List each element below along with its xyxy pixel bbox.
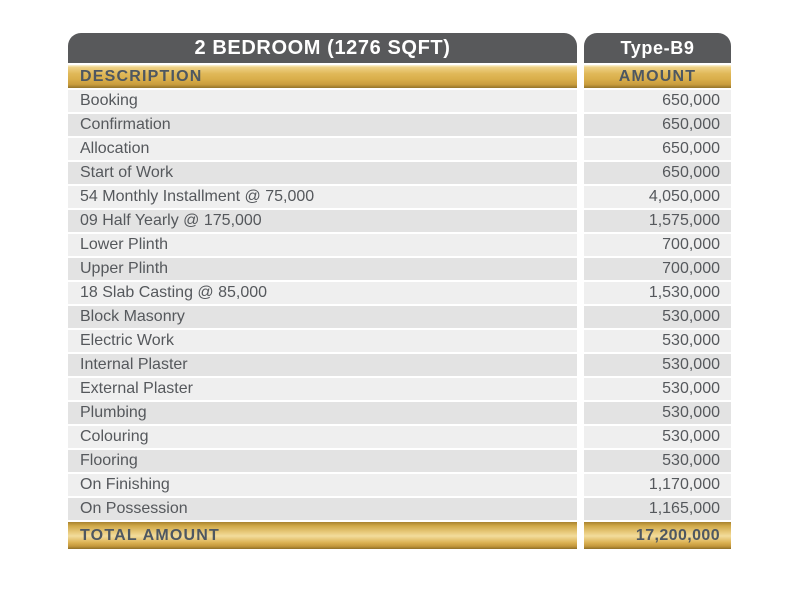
- row-amount: 1,170,000: [584, 474, 731, 496]
- row-description: Flooring: [68, 450, 577, 472]
- row-description: 54 Monthly Installment @ 75,000: [68, 186, 577, 208]
- unit-type-badge: Type-B9: [584, 33, 731, 63]
- table-row: Upper Plinth 700,000: [68, 258, 731, 280]
- table-row: Colouring 530,000: [68, 426, 731, 448]
- row-description: 18 Slab Casting @ 85,000: [68, 282, 577, 304]
- row-description: External Plaster: [68, 378, 577, 400]
- table-row: Lower Plinth 700,000: [68, 234, 731, 256]
- row-amount: 1,165,000: [584, 498, 731, 520]
- row-amount: 700,000: [584, 234, 731, 256]
- total-amount: 17,200,000: [584, 522, 731, 549]
- row-description: Upper Plinth: [68, 258, 577, 280]
- column-header-amount: AMOUNT: [584, 65, 731, 88]
- table-row: On Possession 1,165,000: [68, 498, 731, 520]
- table-row: Plumbing 530,000: [68, 402, 731, 424]
- row-amount: 1,530,000: [584, 282, 731, 304]
- table-row: Flooring 530,000: [68, 450, 731, 472]
- row-amount: 530,000: [584, 450, 731, 472]
- total-label: TOTAL AMOUNT: [68, 522, 577, 549]
- table-row: Booking 650,000: [68, 90, 731, 112]
- row-amount: 650,000: [584, 114, 731, 136]
- column-header-row: DESCRIPTION AMOUNT: [68, 65, 731, 88]
- row-description: Confirmation: [68, 114, 577, 136]
- row-amount: 1,575,000: [584, 210, 731, 232]
- row-amount: 650,000: [584, 90, 731, 112]
- row-description: 09 Half Yearly @ 175,000: [68, 210, 577, 232]
- row-amount: 530,000: [584, 306, 731, 328]
- unit-title: 2 BEDROOM (1276 SQFT): [68, 33, 577, 63]
- row-description: Block Masonry: [68, 306, 577, 328]
- row-amount: 700,000: [584, 258, 731, 280]
- row-amount: 530,000: [584, 330, 731, 352]
- row-amount: 530,000: [584, 402, 731, 424]
- row-description: Plumbing: [68, 402, 577, 424]
- row-description: Start of Work: [68, 162, 577, 184]
- table-row: 18 Slab Casting @ 85,000 1,530,000: [68, 282, 731, 304]
- table-row: Confirmation 650,000: [68, 114, 731, 136]
- table-row: External Plaster 530,000: [68, 378, 731, 400]
- table-row: On Finishing 1,170,000: [68, 474, 731, 496]
- row-amount: 650,000: [584, 162, 731, 184]
- row-amount: 530,000: [584, 378, 731, 400]
- row-description: Electric Work: [68, 330, 577, 352]
- table-row: Start of Work 650,000: [68, 162, 731, 184]
- total-row: TOTAL AMOUNT 17,200,000: [68, 522, 731, 549]
- row-description: Booking: [68, 90, 577, 112]
- table-row: Electric Work 530,000: [68, 330, 731, 352]
- row-amount: 650,000: [584, 138, 731, 160]
- row-description: Allocation: [68, 138, 577, 160]
- row-amount: 4,050,000: [584, 186, 731, 208]
- row-description: On Possession: [68, 498, 577, 520]
- table-row: Allocation 650,000: [68, 138, 731, 160]
- table-row: Internal Plaster 530,000: [68, 354, 731, 376]
- table-row: Block Masonry 530,000: [68, 306, 731, 328]
- row-description: Colouring: [68, 426, 577, 448]
- table-row: 09 Half Yearly @ 175,000 1,575,000: [68, 210, 731, 232]
- table-header-row: 2 BEDROOM (1276 SQFT) Type-B9: [68, 33, 731, 63]
- column-header-description: DESCRIPTION: [68, 65, 577, 88]
- payment-plan-table: 2 BEDROOM (1276 SQFT) Type-B9 DESCRIPTIO…: [68, 33, 731, 549]
- row-amount: 530,000: [584, 426, 731, 448]
- table-row: 54 Monthly Installment @ 75,000 4,050,00…: [68, 186, 731, 208]
- table-body: Booking 650,000 Confirmation 650,000 All…: [68, 90, 731, 520]
- row-description: On Finishing: [68, 474, 577, 496]
- row-description: Internal Plaster: [68, 354, 577, 376]
- row-amount: 530,000: [584, 354, 731, 376]
- row-description: Lower Plinth: [68, 234, 577, 256]
